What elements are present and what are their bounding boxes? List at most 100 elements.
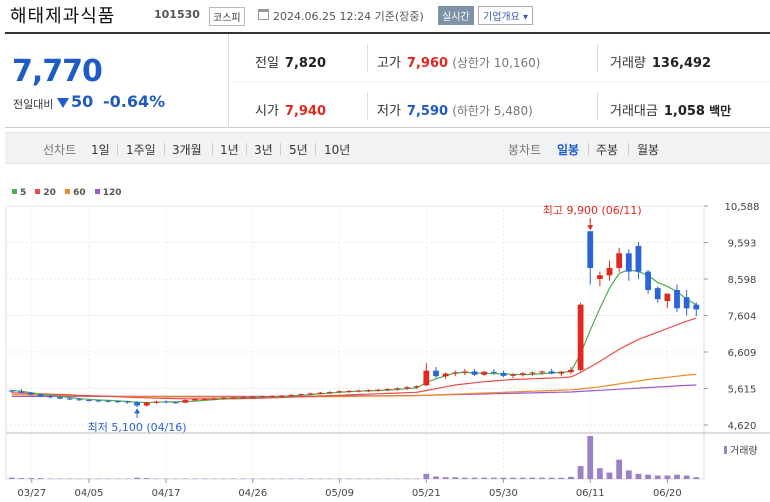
candle [95, 399, 102, 403]
candle [57, 396, 63, 400]
volume-bar [471, 477, 478, 479]
tab-10years[interactable]: 10년 [324, 143, 351, 157]
volume-bar [442, 477, 449, 479]
candle-body [95, 400, 102, 402]
candle [336, 390, 343, 394]
high-label: 고가 [377, 56, 401, 71]
y-tick-label: 9,593 [728, 239, 757, 250]
legend-label: 20 [43, 188, 56, 198]
y-tick-label: 8,598 [728, 275, 757, 286]
volume-bar [645, 474, 651, 479]
tab-3months[interactable]: 3개월 [172, 143, 202, 157]
candle [654, 286, 661, 303]
candle-body [481, 371, 488, 375]
volume-bar [481, 477, 488, 479]
candle [596, 271, 603, 287]
candle [307, 392, 314, 396]
tab-candle-chart[interactable]: 봉차트 [508, 143, 542, 157]
company-overview-button[interactable]: 기업개요 ▾ [478, 6, 533, 25]
candle-body [510, 374, 517, 376]
volume-bar [529, 477, 536, 479]
candle [47, 395, 54, 399]
volume-bar [596, 468, 603, 479]
open-label: 시가 [255, 104, 279, 119]
divider [597, 44, 598, 72]
volume-bar [490, 477, 497, 479]
candle-body [693, 304, 700, 310]
stock-chart[interactable]: 10,588 9,593 8,598 7,604 6,609 5,615 4,620 03/… [0, 196, 770, 502]
candle-body [105, 400, 112, 402]
tab-3years[interactable]: 3년 [254, 143, 273, 157]
candle [365, 389, 372, 392]
candle-body [606, 267, 613, 276]
prev-close-cell: 전일 7,820 [255, 52, 326, 71]
candle [76, 398, 83, 401]
candle-body [66, 398, 73, 400]
divider [597, 92, 598, 120]
divider [628, 143, 629, 155]
candle [66, 397, 73, 401]
chart-annotations: 거래량 최고 9,900 (06/11) 최저 5,100 (04/16) [88, 204, 758, 457]
candle-body [462, 371, 468, 373]
tab-1year[interactable]: 1년 [220, 143, 239, 157]
divider [246, 143, 247, 155]
divider [233, 81, 770, 82]
candle [134, 401, 141, 408]
volume-bars [8, 436, 700, 479]
candle-body [37, 394, 44, 397]
chart-grid [5, 205, 770, 480]
candle-body [654, 288, 661, 300]
candle [490, 369, 497, 375]
candle-body [674, 289, 680, 309]
volume-bar [500, 477, 507, 479]
candle [18, 389, 25, 394]
high-arrow-head [587, 225, 594, 231]
x-axis: 03/27 04/05 04/17 04/26 05/09 05/21 05/30 06/11… [17, 479, 682, 499]
prev-close-value: 7,820 [284, 56, 327, 71]
price-summary: 7,770 전일대비 50 -0.64% 전일 7,820 고가 7,960 (상한… [5, 32, 770, 128]
candle [240, 396, 247, 399]
high-annotation: 최고 9,900 (06/11) [543, 204, 642, 217]
current-price: 7,770 [12, 54, 103, 89]
tab-1week[interactable]: 1주일 [126, 143, 156, 157]
volume-bar [423, 473, 430, 479]
candle [249, 396, 256, 399]
candle-body [471, 371, 478, 375]
candle-body [220, 397, 227, 399]
candle [37, 393, 44, 398]
candle-body [577, 304, 584, 370]
amount-value: 1,058 [663, 104, 705, 119]
candle [346, 390, 353, 393]
candle [182, 399, 189, 404]
divider [164, 143, 165, 155]
tab-line-chart[interactable]: 선차트 [43, 143, 77, 157]
realtime-button[interactable]: 실시간 [438, 6, 474, 25]
volume-bar [548, 477, 555, 479]
volume-legend-label: 거래량 [730, 445, 758, 457]
candle-body [568, 369, 574, 373]
market-badge: 코스피 [209, 7, 245, 26]
candle-body [211, 398, 218, 400]
volume-bar [558, 477, 565, 479]
candle [577, 302, 584, 372]
tab-5years[interactable]: 5년 [289, 143, 308, 157]
legend-swatch [35, 189, 41, 194]
tab-weekly[interactable]: 주봉 [596, 143, 619, 157]
tab-monthly[interactable]: 월봉 [637, 143, 660, 157]
volume-bar [143, 478, 150, 479]
candle-body [86, 400, 92, 402]
volume-bar [433, 476, 439, 479]
tab-daily[interactable]: 일봉 [557, 143, 580, 157]
volume-bar [606, 472, 613, 479]
candle [230, 396, 237, 399]
amount-cell: 거래대금 1,058 백만 [610, 100, 731, 119]
volume-bar [452, 477, 459, 479]
chart-legend: 5 20 60 120 [12, 188, 128, 198]
x-tick-label: 05/09 [325, 488, 354, 499]
candle-body [28, 392, 34, 395]
candle-body [375, 389, 382, 391]
volume-cell: 거래량 136,492 [610, 52, 711, 71]
legend-item-ma20: 20 [35, 188, 56, 198]
x-tick-label: 06/20 [653, 488, 682, 499]
tab-1day[interactable]: 1일 [91, 143, 110, 157]
